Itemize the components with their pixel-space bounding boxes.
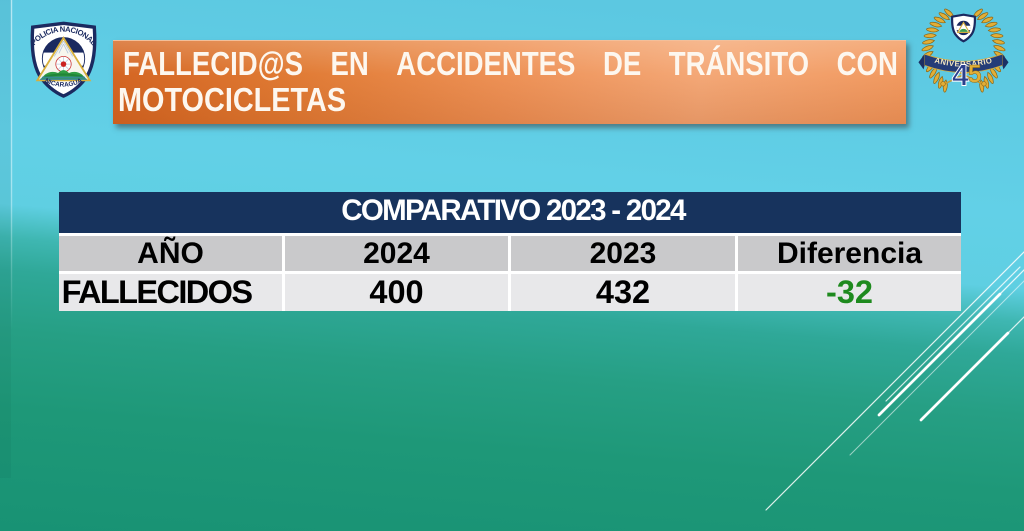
svg-text:4: 4 [952,57,969,92]
svg-text:5: 5 [968,62,982,89]
svg-text:NICARAGUA: NICARAGUA [44,77,84,89]
svg-text:ANIVERSARIO: ANIVERSARIO [934,56,994,69]
